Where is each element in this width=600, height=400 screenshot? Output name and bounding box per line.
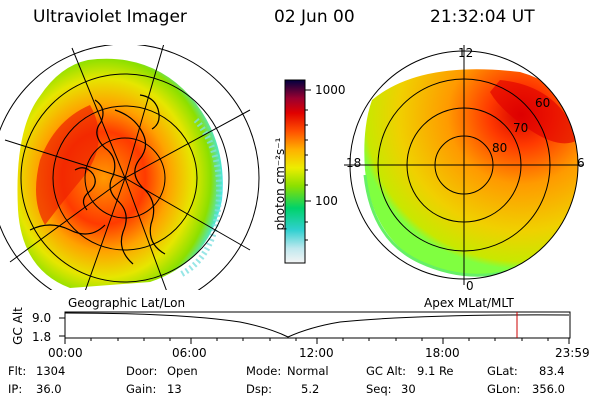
- observation-time: 21:32:04 UT: [430, 7, 535, 27]
- mode-label: Mode:: [246, 364, 282, 378]
- mlt-label-6: 6: [577, 156, 585, 170]
- flt-label: Flt:: [8, 364, 27, 378]
- mlt-label-18: 18: [346, 156, 362, 170]
- gain-value: 13: [167, 382, 182, 396]
- time-tick-1800: 18:00: [425, 346, 460, 360]
- observation-date: 02 Jun 00: [274, 7, 355, 27]
- time-tick-2359: 23:59: [555, 346, 590, 360]
- altitude-ytick-bottom: 1.8: [32, 330, 52, 344]
- mlat-label-80: 80: [492, 141, 508, 155]
- gcalt-value: 9.1 Re: [417, 364, 454, 378]
- dsp-value: 5.2: [301, 382, 320, 396]
- time-tick-0600: 06:00: [172, 346, 207, 360]
- altitude-trace: [64, 312, 570, 338]
- altitude-ylabel: GC Alt: [11, 307, 25, 345]
- altitude-ytick-top: 9.0: [32, 311, 52, 325]
- glat-value: 83.4: [539, 364, 565, 378]
- door-label: Door:: [126, 364, 158, 378]
- mlt-label-0: 0: [466, 279, 474, 293]
- seq-value: 30: [401, 382, 416, 396]
- mlt-label-12: 12: [458, 46, 474, 60]
- time-tick-1200: 12:00: [299, 346, 334, 360]
- geographic-label: Geographic Lat/Lon: [68, 296, 186, 310]
- ip-label: IP:: [8, 382, 23, 396]
- dsp-label: Dsp:: [246, 382, 273, 396]
- colorbar-tick-1000: 1000: [315, 83, 346, 97]
- apex-label: Apex MLat/MLT: [424, 296, 514, 310]
- glon-label: GLon:: [487, 382, 521, 396]
- mode-value: Normal: [287, 364, 329, 378]
- mlat-label-60: 60: [535, 96, 551, 110]
- glat-label: GLat:: [487, 364, 518, 378]
- instrument-title: Ultraviolet Imager: [33, 7, 187, 27]
- mlat-label-70: 70: [513, 121, 529, 135]
- polar-image: [344, 45, 584, 285]
- ip-value: 36.0: [36, 382, 62, 396]
- glon-value: 356.0: [532, 382, 565, 396]
- colorbar-label: photon cm⁻²s⁻¹: [273, 137, 287, 231]
- door-value: Open: [167, 364, 198, 378]
- seq-label: Seq:: [366, 382, 392, 396]
- gain-label: Gain:: [126, 382, 157, 396]
- time-tick-0000: 00:00: [48, 346, 83, 360]
- gcalt-label: GC Alt:: [366, 364, 407, 378]
- colorbar: [284, 79, 311, 264]
- colorbar-tick-100: 100: [315, 194, 338, 208]
- geographic-image: [0, 45, 260, 290]
- altitude-plot: [59, 311, 571, 344]
- flt-value: 1304: [36, 364, 66, 378]
